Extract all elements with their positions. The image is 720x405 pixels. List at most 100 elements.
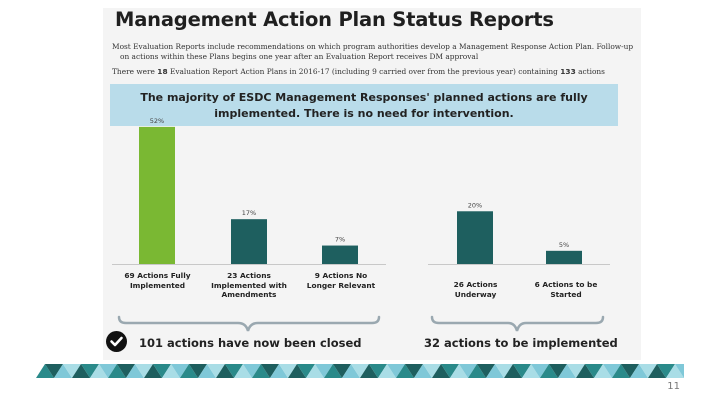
- strip-triangle: [486, 364, 504, 378]
- intro-line-2: on actions within these Plans begins one…: [120, 52, 479, 61]
- actions-count: 133: [560, 67, 576, 76]
- bar: [139, 126, 175, 264]
- intro-suffix: actions: [578, 67, 605, 76]
- banner-line-2: implemented. There is no need for interv…: [214, 107, 514, 120]
- strip-triangle: [36, 364, 54, 378]
- category-label-with-amendments: 23 Actions Implemented with Amendments: [204, 271, 294, 300]
- strip-triangle: [225, 364, 243, 378]
- category-label-to-be-started: 6 Actions to be Started: [524, 280, 608, 299]
- strip-triangle: [675, 364, 684, 378]
- category-line: 6 Actions to be: [534, 280, 598, 289]
- category-line: 23 Actions: [227, 271, 271, 280]
- strip-triangle: [540, 364, 558, 378]
- intro-prefix: There were: [112, 67, 155, 76]
- category-line: Longer Relevant: [306, 280, 376, 290]
- bar-data-label: 7%: [335, 236, 345, 244]
- strip-triangle: [549, 364, 567, 378]
- strip-triangle: [243, 364, 261, 378]
- intro-middle: Evaluation Report Action Plans in 2016-1…: [169, 67, 558, 76]
- strip-triangle: [252, 364, 270, 378]
- strip-triangle: [396, 364, 414, 378]
- strip-triangle: [207, 364, 225, 378]
- strip-triangle: [594, 364, 612, 378]
- strip-triangle: [288, 364, 306, 378]
- strip-triangle: [657, 364, 675, 378]
- banner-text: The majority of ESDC Management Response…: [110, 90, 618, 122]
- page-number: 11: [667, 381, 680, 392]
- strip-triangle: [576, 364, 594, 378]
- strip-triangle: [441, 364, 459, 378]
- strip-triangle: [360, 364, 378, 378]
- strip-triangle: [369, 364, 387, 378]
- strip-triangle: [603, 364, 621, 378]
- strip-triangle: [297, 364, 315, 378]
- strip-triangle: [504, 364, 522, 378]
- strip-triangle: [558, 364, 576, 378]
- strip-triangle: [531, 364, 549, 378]
- strip-triangle: [72, 364, 90, 378]
- strip-triangle: [315, 364, 333, 378]
- strip-triangle: [171, 364, 189, 378]
- strip-triangle: [333, 364, 351, 378]
- strip-triangle: [144, 364, 162, 378]
- closed-brace: [117, 315, 381, 332]
- intro-line-1: Most Evaluation Reports include recommen…: [112, 42, 634, 51]
- strip-triangle: [108, 364, 126, 378]
- strip-triangle: [630, 364, 648, 378]
- strip-triangle: [585, 364, 603, 378]
- open-brace: [430, 315, 605, 332]
- bar: [322, 245, 358, 264]
- strip-triangle: [180, 364, 198, 378]
- strip-triangle: [270, 364, 288, 378]
- strip-triangle: [648, 364, 666, 378]
- category-line: 9 Actions No: [314, 271, 368, 280]
- strip-triangle: [621, 364, 639, 378]
- strip-triangle: [306, 364, 324, 378]
- strip-triangle: [351, 364, 369, 378]
- bar-data-label: 52%: [150, 117, 164, 125]
- strip-triangle: [342, 364, 360, 378]
- strip-triangle: [423, 364, 441, 378]
- brace-layer: [117, 315, 605, 332]
- strip-triangle: [45, 364, 63, 378]
- strip-triangle: [387, 364, 405, 378]
- open-actions-summary: 32 actions to be implemented: [424, 336, 618, 350]
- strip-triangle: [153, 364, 171, 378]
- strip-triangle: [324, 364, 342, 378]
- strip-triangle: [513, 364, 531, 378]
- check-circle-icon: [106, 331, 127, 352]
- strip-triangle: [63, 364, 81, 378]
- bar-data-label: 17%: [242, 209, 256, 217]
- bar-data-label: 5%: [559, 241, 569, 249]
- category-line: 69 Actions Fully: [124, 271, 191, 280]
- category-line: Implemented with: [211, 280, 287, 290]
- closed-actions-summary: 101 actions have now been closed: [139, 336, 362, 350]
- strip-triangle: [216, 364, 234, 378]
- strip-triangle: [405, 364, 423, 378]
- strip-triangle: [639, 364, 657, 378]
- category-label-underway: 26 Actions Underway: [433, 280, 518, 299]
- strip-triangle: [117, 364, 135, 378]
- strip-triangle: [567, 364, 585, 378]
- strip-triangle: [54, 364, 72, 378]
- bar: [457, 211, 493, 264]
- category-line: Amendments: [221, 290, 277, 299]
- strip-triangle: [477, 364, 495, 378]
- strip-triangle: [135, 364, 153, 378]
- strip-triangle: [81, 364, 99, 378]
- decorative-triangle-strip: [36, 364, 684, 378]
- strip-triangle: [378, 364, 396, 378]
- check-mark: [110, 336, 123, 347]
- plans-count: 18: [157, 67, 168, 76]
- key-message-banner: The majority of ESDC Management Response…: [110, 84, 618, 126]
- category-label-no-longer-relevant: 9 Actions No Longer Relevant: [299, 271, 383, 290]
- category-line: Underway: [454, 289, 497, 299]
- page-title: Management Action Plan Status Reports: [115, 8, 554, 31]
- strip-triangle: [450, 364, 468, 378]
- strip-triangle: [279, 364, 297, 378]
- strip-triangle: [522, 364, 540, 378]
- intro-line-3: There were 18 Evaluation Report Action P…: [112, 67, 605, 77]
- category-line: Implemented: [129, 280, 186, 290]
- strip-triangle: [414, 364, 432, 378]
